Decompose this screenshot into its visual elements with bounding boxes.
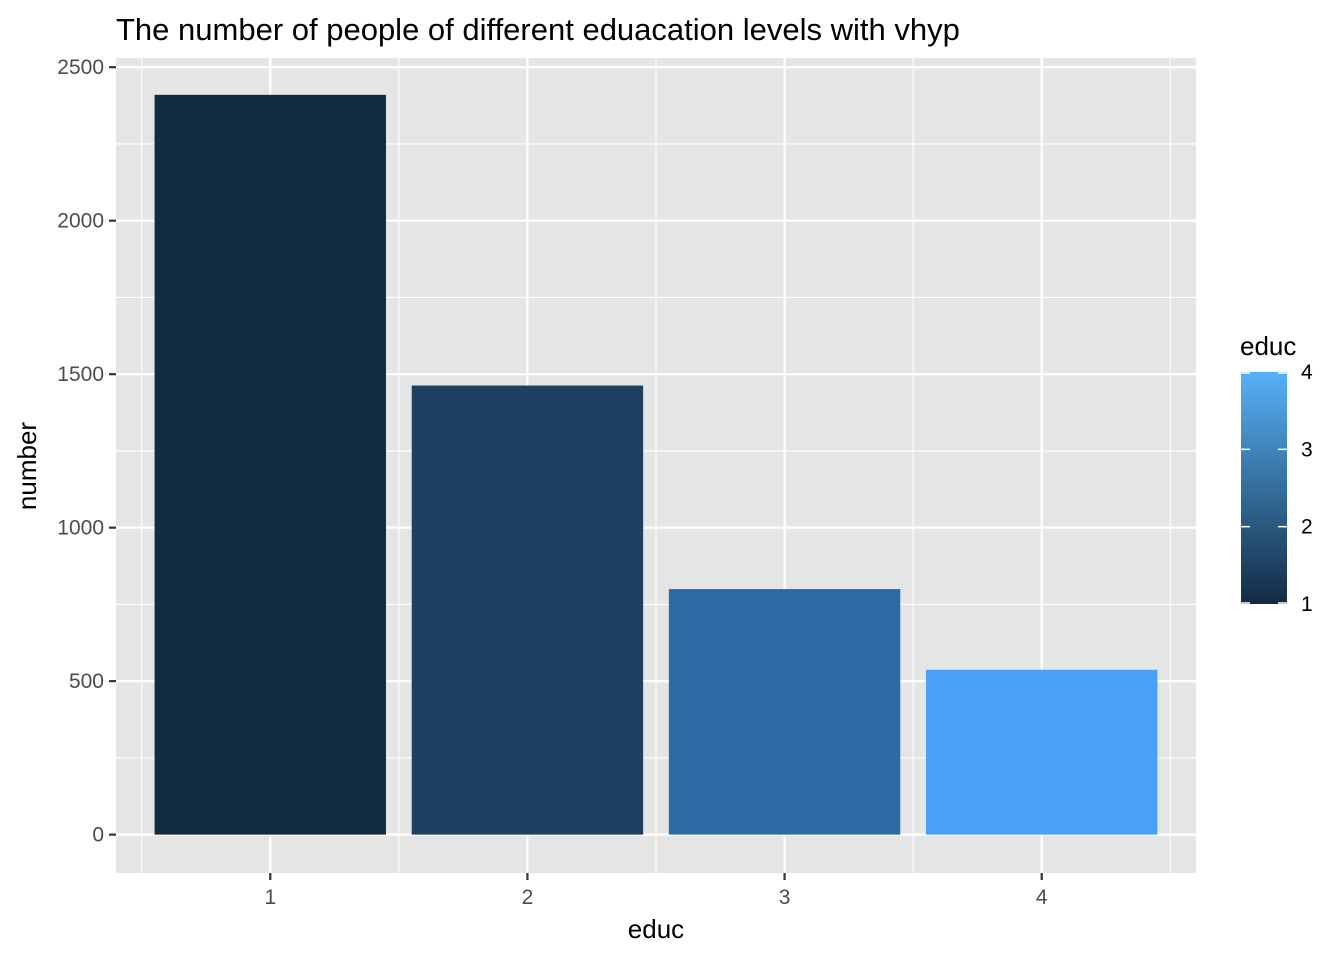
legend-ticks: 1 2 3 4 bbox=[1241, 361, 1313, 616]
x-tick-label: 3 bbox=[779, 886, 791, 909]
legend-tick-label: 3 bbox=[1301, 438, 1313, 461]
y-tick-label: 1500 bbox=[57, 363, 104, 386]
x-tick-label: 1 bbox=[264, 886, 276, 909]
y-axis: 0 500 1000 1500 2000 2500 bbox=[57, 56, 116, 847]
y-tick-label: 2500 bbox=[57, 56, 104, 79]
y-tick-label: 1000 bbox=[57, 517, 104, 540]
x-tick-label: 4 bbox=[1036, 886, 1048, 909]
legend-title: educ bbox=[1240, 331, 1296, 361]
y-axis-label: number bbox=[12, 422, 42, 510]
bars bbox=[154, 94, 1158, 835]
legend-colorbar bbox=[1241, 372, 1287, 604]
y-tick-label: 500 bbox=[69, 670, 104, 693]
x-axis: 1 2 3 4 bbox=[264, 873, 1048, 909]
x-tick-label: 2 bbox=[522, 886, 534, 909]
y-tick-label: 2000 bbox=[57, 210, 104, 233]
x-axis-label: educ bbox=[628, 914, 684, 944]
legend: educ 1 2 3 4 bbox=[1240, 331, 1313, 616]
legend-tick-label: 1 bbox=[1301, 593, 1313, 616]
bar-educ-3 bbox=[668, 589, 901, 835]
legend-tick-label: 4 bbox=[1301, 361, 1313, 384]
bar-educ-1 bbox=[154, 94, 386, 835]
y-tick-label: 0 bbox=[92, 824, 104, 847]
bar-educ-4 bbox=[926, 669, 1158, 835]
chart-title: The number of people of different eduaca… bbox=[116, 12, 960, 47]
legend-tick-label: 2 bbox=[1301, 516, 1313, 539]
bar-educ-2 bbox=[411, 385, 644, 835]
